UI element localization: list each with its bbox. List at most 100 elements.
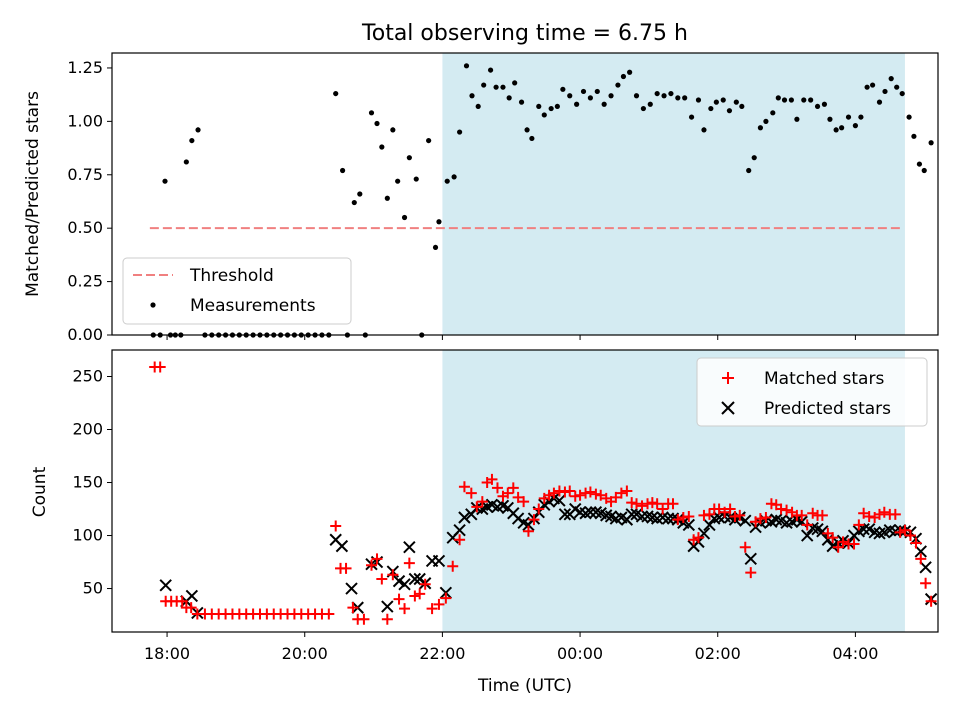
- measurement-point: [870, 82, 876, 88]
- matched-star-point: [491, 482, 503, 494]
- predicted-star-point: [335, 539, 349, 553]
- measurement-point: [183, 159, 189, 165]
- matched-star-point: [807, 507, 819, 519]
- measurement-point: [384, 195, 390, 201]
- predicted-star-point: [770, 513, 783, 526]
- measurement-point: [536, 103, 542, 110]
- matched-star-point: [447, 560, 459, 572]
- measurement-point: [162, 178, 168, 184]
- matched-star-point: [610, 491, 622, 503]
- measurement-point: [633, 93, 640, 99]
- top-y-axis-label: Matched/Predicted stars: [23, 91, 43, 297]
- measurement-point: [701, 127, 707, 133]
- measurement-point: [481, 82, 487, 88]
- measurement-point: [640, 105, 646, 112]
- matched-star-point: [899, 524, 911, 536]
- measurement-point: [548, 105, 554, 112]
- measurement-point: [882, 88, 888, 95]
- measurement-point: [608, 93, 614, 99]
- measurement-point: [432, 244, 439, 251]
- matched-star-point: [330, 520, 342, 532]
- matched-star-point: [414, 588, 426, 600]
- measurement-point: [413, 176, 419, 182]
- x-tick-label: 20:00: [282, 644, 328, 663]
- measurement-point: [560, 86, 566, 92]
- top-legend-box: [122, 257, 352, 325]
- measurement-point: [739, 103, 745, 110]
- measurement-point: [654, 90, 660, 97]
- matched-star-point: [672, 514, 684, 526]
- matched-star-point: [584, 486, 596, 498]
- predicted-star-point: [889, 525, 902, 538]
- matched-stars-points: [149, 361, 937, 625]
- predicted-star-point: [625, 508, 638, 521]
- matched-star-point: [920, 577, 932, 589]
- predicted-star-point: [873, 527, 886, 540]
- top-y-tick-label: 0.25: [67, 272, 103, 291]
- measurement-point: [444, 178, 450, 184]
- predicted-star-point: [432, 554, 446, 568]
- measurement-point: [781, 97, 788, 103]
- measurement-point: [720, 97, 726, 103]
- matched-star-point: [518, 496, 530, 508]
- measurement-point: [688, 114, 695, 120]
- measurement-point: [921, 167, 927, 174]
- predicted-star-point: [703, 518, 716, 532]
- matched-star-point: [904, 530, 916, 542]
- matched-star-point: [358, 613, 370, 625]
- measurement-point: [916, 161, 923, 167]
- matched-star-point: [801, 519, 813, 531]
- matched-star-point: [590, 488, 602, 500]
- matched-star-point: [683, 510, 695, 522]
- matched-star-point: [403, 557, 415, 569]
- measurement-point: [763, 118, 769, 124]
- predicted-star-point: [553, 494, 566, 507]
- matched-star-point: [698, 509, 710, 521]
- measurement-point: [487, 67, 494, 73]
- measurement-point: [845, 114, 852, 120]
- matched-star-point: [502, 487, 514, 499]
- predicted-star-point: [558, 508, 572, 521]
- matched-star-point: [754, 513, 766, 525]
- measurement-point: [529, 135, 535, 142]
- legend-predicted-label: Predicted stars: [764, 399, 891, 419]
- measurement-point: [726, 108, 733, 114]
- bottom-y-tick-label: 50: [83, 579, 103, 598]
- legend-predicted-swatch: [721, 401, 735, 415]
- top-y-tick-label: 0.50: [67, 218, 103, 237]
- measurement-point: [189, 137, 195, 144]
- predicted-star-point: [398, 578, 411, 591]
- matched-star-point: [458, 481, 470, 493]
- measurement-point: [475, 103, 481, 110]
- matched-star-point: [399, 603, 411, 615]
- matched-star-point: [371, 553, 383, 565]
- matched-star-point: [553, 485, 565, 497]
- bottom-y-tick-label: 250: [72, 367, 103, 386]
- matched-star-point: [347, 602, 359, 614]
- measurement-point: [733, 99, 739, 105]
- measurement-point: [647, 101, 653, 107]
- measurement-point: [928, 140, 934, 146]
- measurement-point: [852, 123, 859, 129]
- predicted-star-point: [408, 572, 422, 586]
- matched-star-point: [853, 519, 865, 531]
- measurement-point: [580, 88, 587, 95]
- matched-star-point: [376, 573, 388, 585]
- measurement-point: [587, 95, 593, 101]
- measurement-point: [827, 116, 833, 122]
- matched-star-point: [745, 567, 757, 579]
- measurement-point: [627, 69, 633, 75]
- measurement-point: [500, 84, 506, 90]
- matched-star-point: [719, 506, 731, 518]
- x-tick-label: 18:00: [144, 644, 190, 663]
- x-axis-label: Time (UTC): [477, 676, 572, 696]
- measurement-point: [808, 97, 814, 103]
- matched-star-point: [889, 508, 901, 520]
- measurement-point: [333, 90, 339, 97]
- matched-star-point: [528, 514, 540, 526]
- matched-star-point: [739, 541, 751, 553]
- matched-star-point: [657, 503, 669, 515]
- measurement-point: [775, 95, 781, 101]
- measurement-points: [150, 63, 934, 338]
